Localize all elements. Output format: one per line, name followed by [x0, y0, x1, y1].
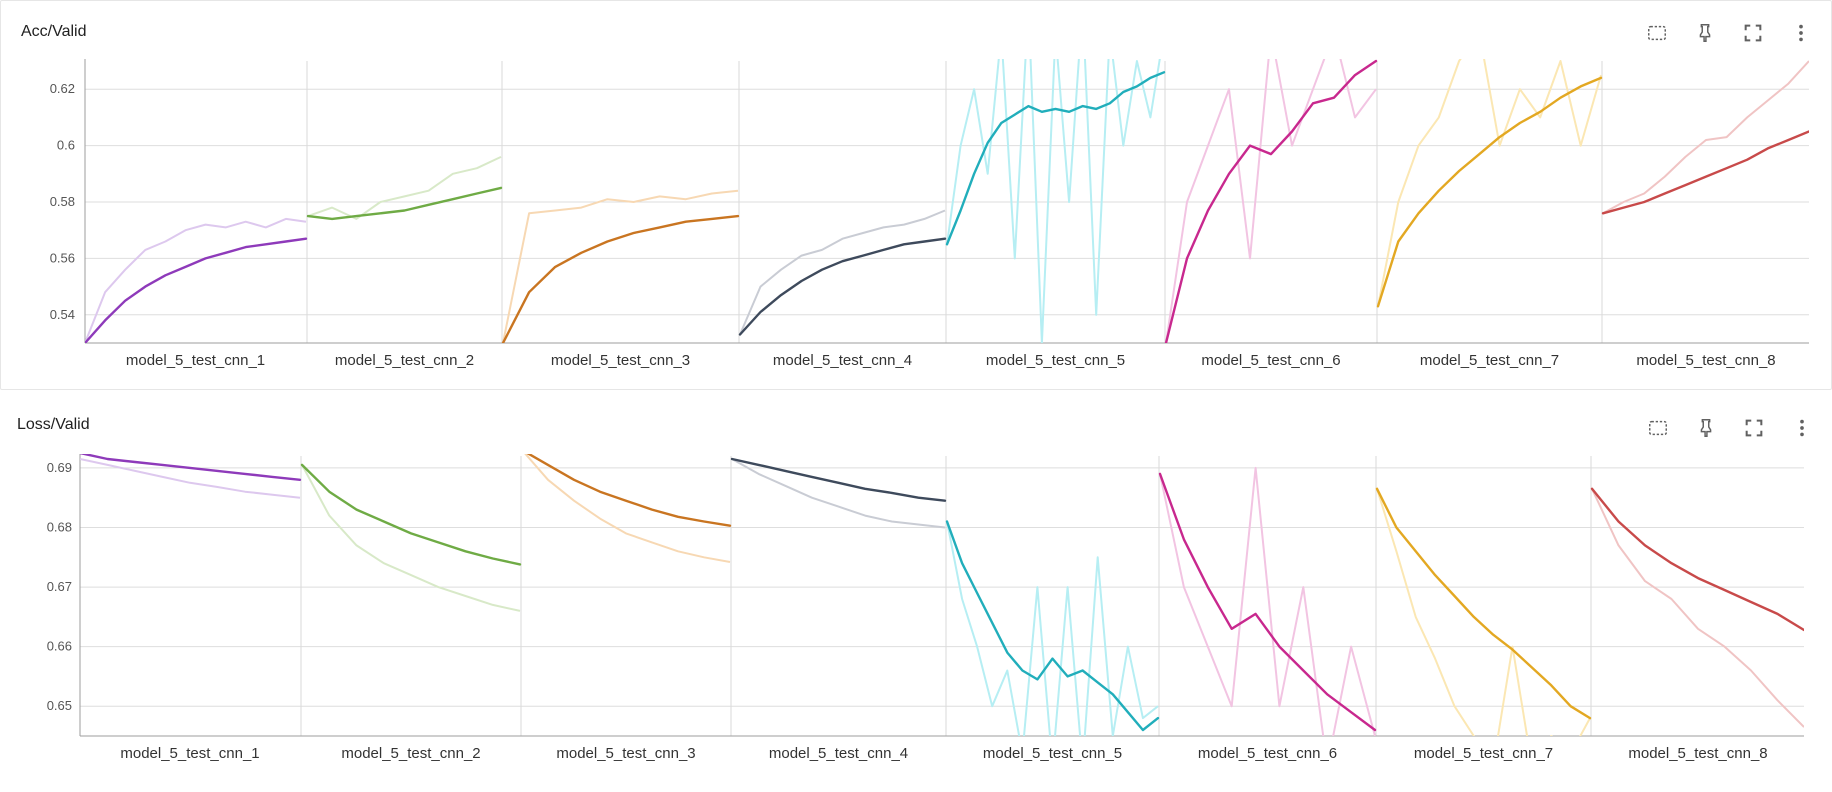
y-tick-label: 0.54: [50, 307, 75, 322]
series-line-8[interactable]: [1590, 487, 1804, 632]
x-category-label: model_5_test_cnn_6: [1201, 352, 1340, 369]
series-line-2[interactable]: [306, 186, 503, 221]
card-toolbar: [1646, 416, 1814, 440]
pin-icon: [1700, 419, 1712, 437]
chart-title: Loss/Valid: [17, 416, 90, 433]
series-raw-line-7: [1376, 488, 1591, 736]
x-category-label: model_5_test_cnn_3: [556, 745, 695, 762]
series-line-1[interactable]: [85, 237, 308, 343]
x-category-label: model_5_test_cnn_5: [983, 745, 1122, 762]
x-category-label: model_5_test_cnn_7: [1414, 745, 1553, 762]
pin-icon: [1699, 24, 1711, 42]
series-raw-line-8: [1602, 60, 1809, 215]
series-line-7[interactable]: [1375, 487, 1592, 720]
acc-valid-chart[interactable]: 0.54 0.56 0.58 0.6 0.62 model_5_test_cnn_1 mod…: [1, 1, 1832, 391]
series-raw-line-6: [1159, 466, 1376, 736]
fullscreen-icon: [1744, 24, 1762, 42]
pin-button[interactable]: [1694, 416, 1718, 440]
loss-valid-chart[interactable]: 0.65 0.66 0.67 0.68 0.69 model_5_test_cnn_1 mo…: [0, 396, 1832, 792]
more-vert-icon: [1799, 24, 1803, 42]
more-vert-icon: [1800, 419, 1804, 437]
y-tick-label: 0.56: [50, 250, 75, 265]
series-raw-line-7: [1377, 59, 1602, 307]
series-line-8[interactable]: [1601, 130, 1809, 215]
x-category-label: model_5_test_cnn_5: [986, 352, 1125, 369]
series-raw-line-3: [524, 454, 731, 563]
series-raw-line-2: [307, 155, 502, 220]
fit-to-data-button[interactable]: [1646, 416, 1670, 440]
series-line-3[interactable]: [501, 214, 740, 343]
series-line-2[interactable]: [300, 463, 522, 566]
y-tick-label: 0.65: [47, 698, 72, 713]
fullscreen-button[interactable]: [1741, 21, 1765, 45]
card-toolbar: [1645, 21, 1813, 45]
series-line-3[interactable]: [522, 450, 732, 527]
x-category-label: model_5_test_cnn_1: [126, 352, 265, 369]
x-category-label: model_5_test_cnn_6: [1198, 745, 1337, 762]
x-category-label: model_5_test_cnn_2: [335, 352, 474, 369]
x-category-label: model_5_test_cnn_4: [773, 352, 912, 369]
series-raw-line-5: [946, 521, 1159, 736]
x-category-label: model_5_test_cnn_4: [769, 745, 908, 762]
series-raw-line-8: [1591, 488, 1804, 728]
x-category-label: model_5_test_cnn_8: [1636, 352, 1775, 369]
x-category-label: model_5_test_cnn_1: [120, 745, 259, 762]
series-line-4[interactable]: [730, 457, 947, 502]
acc-valid-card: Acc/Valid 0.54 0.56 0.58 0.6 0.62 model_5_tes…: [0, 0, 1832, 390]
y-tick-label: 0.6: [57, 138, 75, 153]
series-line-1[interactable]: [80, 453, 302, 482]
x-category-label: model_5_test_cnn_3: [551, 352, 690, 369]
fit-to-data-button[interactable]: [1645, 21, 1669, 45]
pin-button[interactable]: [1693, 21, 1717, 45]
y-tick-label: 0.66: [47, 639, 72, 654]
series-line-5[interactable]: [945, 71, 1166, 246]
y-tick-label: 0.67: [47, 579, 72, 594]
loss-valid-card: Loss/Valid 0.65 0.66 0.67 0.68 0.69 model_5_t…: [0, 396, 1832, 786]
series-line-7[interactable]: [1376, 76, 1603, 308]
series-raw-line-5: [946, 59, 1161, 343]
x-category-label: model_5_test_cnn_7: [1420, 352, 1559, 369]
series-raw-line-4: [731, 458, 946, 529]
fullscreen-icon: [1745, 419, 1763, 437]
series-raw-line-1: [85, 217, 307, 343]
series-raw-line-6: [1165, 59, 1377, 343]
x-category-label: model_5_test_cnn_8: [1628, 745, 1767, 762]
series-line-6[interactable]: [1158, 472, 1377, 732]
series-raw-line-4: [739, 209, 946, 335]
more-options-button[interactable]: [1789, 21, 1813, 45]
more-options-button[interactable]: [1790, 416, 1814, 440]
series-line-4[interactable]: [738, 237, 947, 336]
y-tick-label: 0.58: [50, 194, 75, 209]
series-line-6[interactable]: [1164, 59, 1378, 343]
y-tick-label: 0.62: [50, 81, 75, 96]
series-line-5[interactable]: [945, 520, 1160, 732]
x-category-label: model_5_test_cnn_2: [341, 745, 480, 762]
fullscreen-button[interactable]: [1742, 416, 1766, 440]
y-tick-label: 0.68: [47, 519, 72, 534]
y-tick-label: 0.69: [47, 460, 72, 475]
series-raw-line-2: [301, 464, 521, 612]
series-raw-line-1: [80, 458, 301, 499]
series-raw-line-3: [502, 189, 739, 343]
chart-title: Acc/Valid: [21, 23, 87, 40]
fit-to-data-icon: [1649, 420, 1667, 436]
fit-to-data-icon: [1648, 25, 1666, 41]
